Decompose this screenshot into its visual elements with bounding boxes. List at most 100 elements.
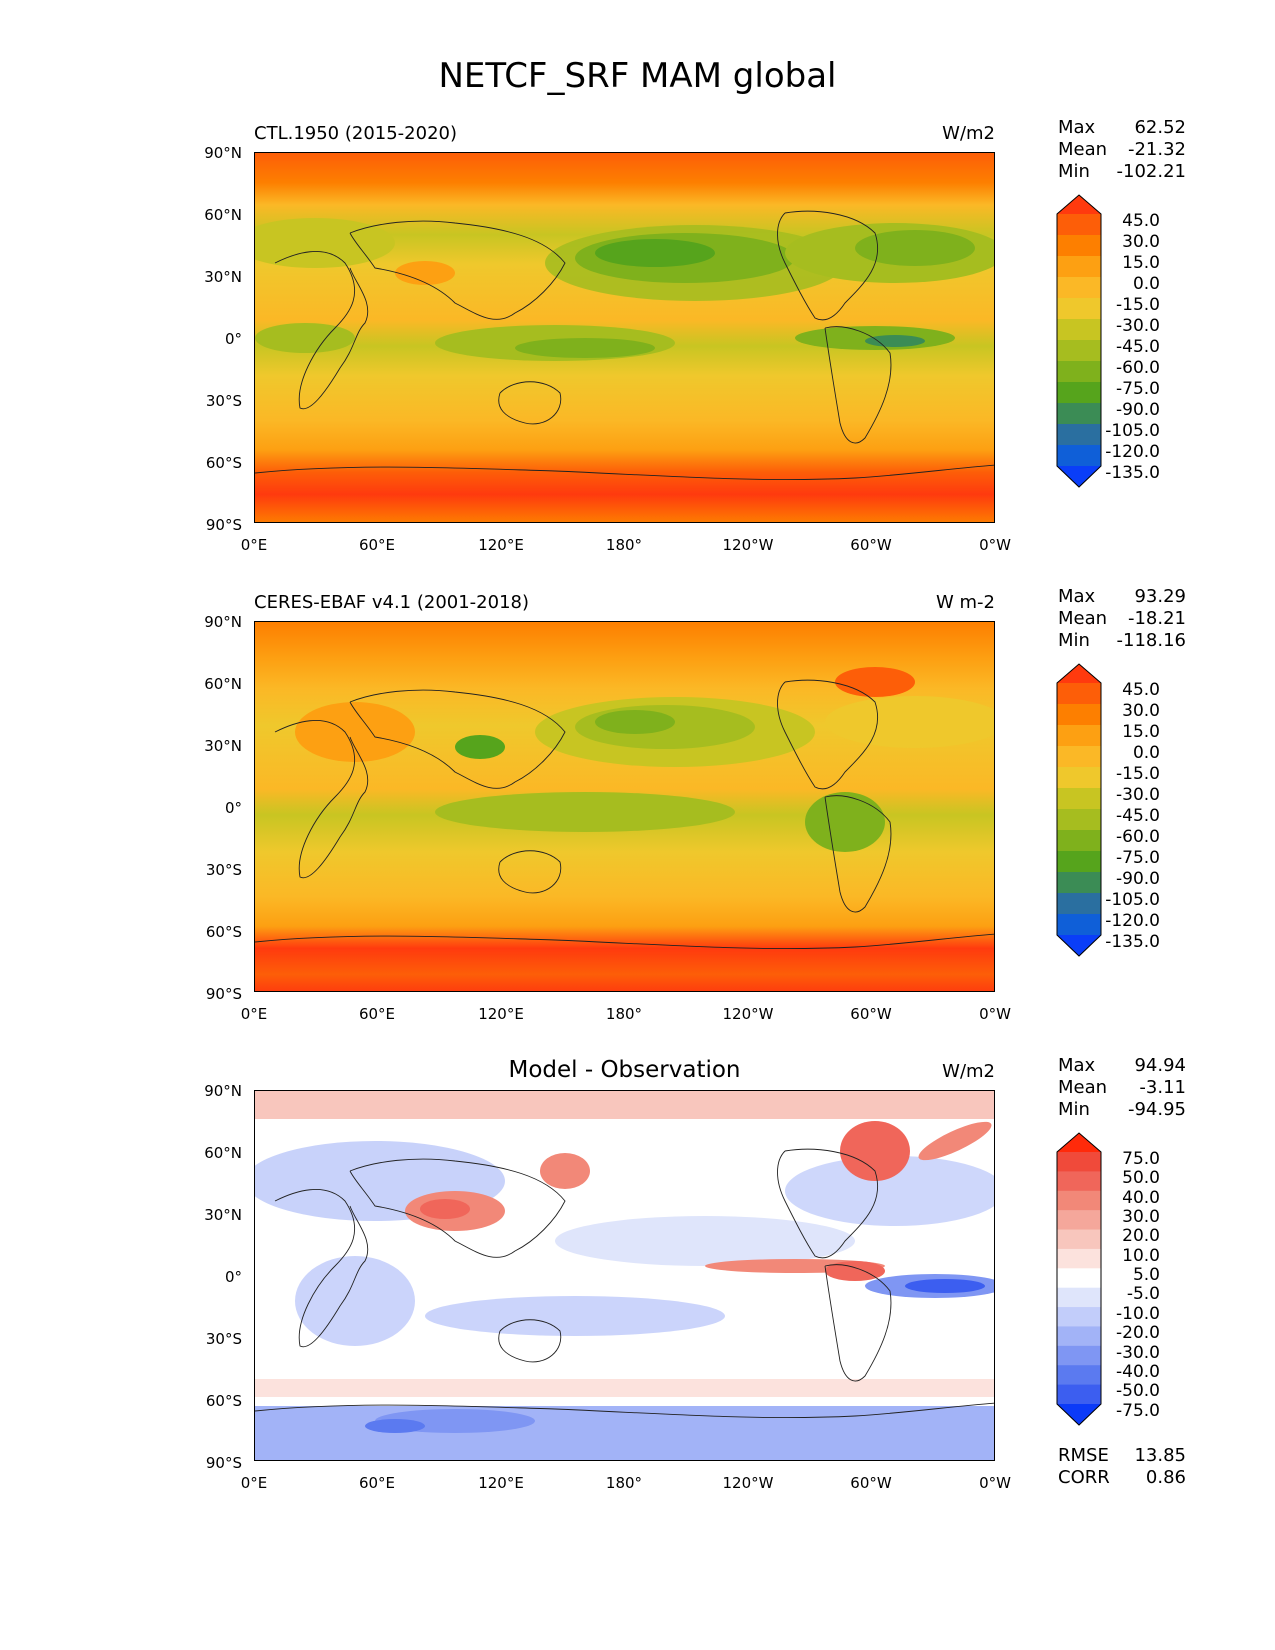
- lat-tick: 90°S: [205, 1454, 242, 1472]
- colorbar-tick-label: -30.0: [1116, 785, 1160, 806]
- colorbar-segment: [1057, 445, 1101, 467]
- panel-difference: Model - Observation W/m2: [0, 938, 1275, 1492]
- colorbar-tick-label: 15.0: [1122, 722, 1160, 743]
- colorbar-segment: [1057, 1190, 1101, 1211]
- stats-box: Max 94.94 Mean -3.11 Min -94.95: [1058, 1055, 1186, 1121]
- colorbar-segment: [1057, 746, 1101, 768]
- colorbar-tick-label: 5.0: [1132, 1265, 1160, 1286]
- colorbar-segment: [1057, 319, 1101, 341]
- colorbar-outline: [1056, 663, 1102, 957]
- stat-label: Max: [1058, 117, 1096, 138]
- colorbar-tick-label: -30.0: [1116, 316, 1160, 337]
- lon-tick: 60°W: [850, 536, 892, 554]
- metric-value: 0.86: [1145, 1467, 1186, 1488]
- stats-box: Max 62.52 Mean -21.32 Min -102.21: [1058, 117, 1186, 183]
- colorbar-tick-label: -20.0: [1116, 1323, 1160, 1344]
- lat-tick: 30°S: [205, 1330, 242, 1348]
- panel-observation: CERES-EBAF v4.1 (2001-2018) W m-2: [0, 469, 1275, 1023]
- colorbar-tick-label: 30.0: [1122, 701, 1160, 722]
- stat-value: -94.95: [1127, 1099, 1186, 1120]
- colorbar-segment: [1057, 277, 1101, 299]
- colorbar-tick-label: -75.0: [1116, 379, 1160, 400]
- colorbar-tick-label: -75.0: [1116, 848, 1160, 869]
- colorbar-segment: [1057, 1229, 1101, 1250]
- colorbar-extend-max: [1057, 195, 1101, 214]
- colorbar-tick-label: -60.0: [1116, 358, 1160, 379]
- lat-tick: 60°N: [204, 1144, 242, 1162]
- colorbar-segment: [1057, 914, 1101, 936]
- colorbar-tick-label: 20.0: [1122, 1226, 1160, 1247]
- colorbar-segment: [1057, 809, 1101, 831]
- colorbar-tick-label: -40.0: [1116, 1362, 1160, 1382]
- colorbar-tick-label: 45.0: [1122, 211, 1160, 232]
- panel-title: CTL.1950 (2015-2020): [254, 123, 458, 144]
- lon-tick: 120°W: [722, 536, 774, 554]
- lon-tick: 120°E: [478, 1005, 524, 1023]
- colorbar-segment: [1057, 1268, 1101, 1289]
- stat-value: 93.29: [1134, 586, 1186, 607]
- lon-tick: 180°: [605, 1005, 643, 1023]
- map-difference: [254, 1090, 995, 1461]
- colorbar-tick-label: -50.0: [1116, 1381, 1160, 1402]
- colorbar-tick-label: -5.0: [1126, 1284, 1160, 1305]
- lat-tick: 30°S: [205, 392, 242, 410]
- stat-value: -18.21: [1127, 608, 1186, 629]
- lat-tick: 60°N: [204, 206, 242, 224]
- figure-title: NETCF_SRF MAM global: [438, 56, 837, 96]
- colorbar-tick-label: -75.0: [1116, 1400, 1160, 1421]
- panel-title: CERES-EBAF v4.1 (2001-2018): [254, 592, 530, 613]
- colorbar-tick-label: 10.0: [1122, 1245, 1160, 1266]
- colorbar-segment: [1057, 1248, 1101, 1269]
- colorbar-extend-max: [1057, 664, 1101, 683]
- colorbar-segment: [1057, 382, 1101, 404]
- colorbar-segment: [1057, 214, 1101, 236]
- colorbar-tick-label: -15.0: [1116, 764, 1160, 785]
- lon-tick: 60°E: [358, 1005, 396, 1023]
- colorbar-outline: [1056, 194, 1102, 488]
- stat-label: Min: [1058, 630, 1090, 651]
- lon-tick: 0°W: [979, 1005, 1011, 1023]
- colorbar-tick-label: -45.0: [1116, 806, 1160, 827]
- lat-tick: 90°N: [204, 144, 242, 162]
- lon-tick: 120°E: [478, 536, 524, 554]
- stat-label: Min: [1058, 161, 1090, 182]
- colorbar-segment: [1057, 788, 1101, 810]
- colorbar-segment: [1057, 872, 1101, 894]
- colorbar-segment: [1057, 893, 1101, 915]
- lat-tick: 30°S: [205, 861, 242, 879]
- colorbar-segment: [1057, 704, 1101, 726]
- lat-tick: 0°: [224, 799, 242, 817]
- lon-tick: 60°W: [850, 1005, 892, 1023]
- colorbar-segment: [1057, 256, 1101, 278]
- colorbar-tick-label: -90.0: [1116, 869, 1160, 890]
- colorbar-segment: [1057, 725, 1101, 747]
- field-map: [255, 1091, 994, 1460]
- colorbar-segment: [1057, 424, 1101, 446]
- colorbar-tick-label: 75.0: [1122, 1148, 1160, 1169]
- colorbar-tick-label: 0.0: [1132, 743, 1160, 764]
- colorbar-segment: [1057, 1307, 1101, 1327]
- stat-label: Max: [1058, 1055, 1096, 1076]
- colorbar-outline: [1056, 1132, 1102, 1426]
- colorbar-extend-min: [1057, 466, 1101, 487]
- colorbar-segment: [1057, 1326, 1101, 1347]
- colorbar-segment: [1057, 767, 1101, 789]
- stat-value: -21.32: [1127, 139, 1186, 160]
- stat-label: Min: [1058, 1099, 1090, 1120]
- colorbar-segment: [1057, 1171, 1101, 1192]
- lat-tick: 0°: [224, 1268, 242, 1286]
- stat-value: 94.94: [1134, 1055, 1186, 1076]
- colorbar-segment: [1057, 851, 1101, 873]
- stat-value: -3.11: [1139, 1077, 1186, 1098]
- colorbar-segment: [1057, 1210, 1101, 1231]
- colorbar-tick-label: -120.0: [1105, 911, 1160, 932]
- lat-tick: 60°S: [205, 1392, 242, 1410]
- field-map: [255, 153, 994, 522]
- colorbar-tick-label: -120.0: [1105, 442, 1160, 463]
- stat-value: 62.52: [1134, 117, 1186, 138]
- units-label: W/m2: [942, 123, 995, 144]
- lon-tick: 0°W: [979, 536, 1011, 554]
- lat-tick: 60°N: [204, 675, 242, 693]
- colorbar-segment: [1057, 830, 1101, 852]
- lon-tick: 0°E: [240, 536, 268, 554]
